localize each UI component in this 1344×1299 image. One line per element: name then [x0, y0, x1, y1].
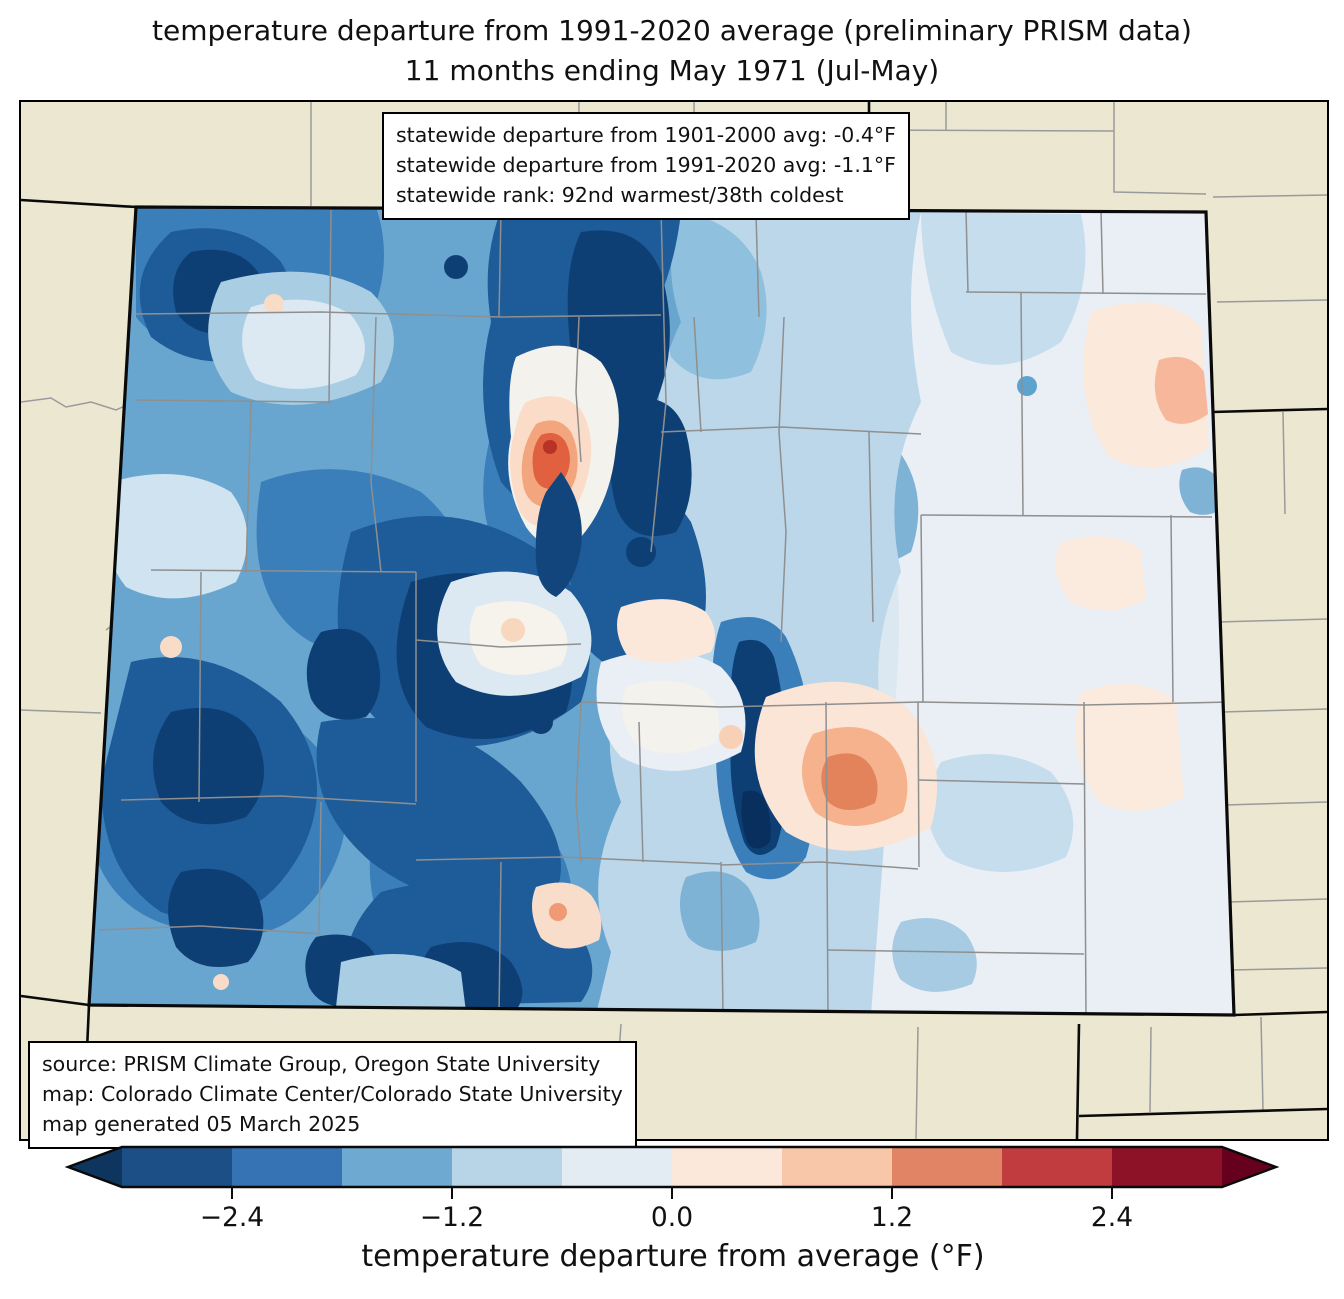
colorbar	[55, 1142, 1295, 1202]
temperature-contours	[89, 207, 1234, 1015]
stats-line-1: statewide departure from 1901-2000 avg: …	[396, 123, 896, 147]
colorbar-segment-0	[122, 1147, 233, 1187]
colorbar-tick-label-2: 0.0	[650, 1202, 694, 1233]
colorbar-segment-4	[562, 1147, 673, 1187]
colorbar-segment-5	[672, 1147, 783, 1187]
colorbar-left-arrow	[68, 1147, 122, 1187]
stats-line-2: statewide departure from 1991-2020 avg: …	[396, 153, 896, 177]
source-line-2: map: Colorado Climate Center/Colorado St…	[42, 1082, 623, 1106]
colorbar-tick-marks	[231, 1187, 1113, 1199]
source-line-3: map generated 05 March 2025	[42, 1112, 361, 1136]
colorbar-segment-6	[782, 1147, 893, 1187]
stats-line-3: statewide rank: 92nd warmest/38th coldes…	[396, 183, 844, 207]
stats-box: statewide departure from 1901-2000 avg: …	[382, 112, 910, 220]
colorbar-tick-label-3: 1.2	[870, 1202, 914, 1233]
source-line-1: source: PRISM Climate Group, Oregon Stat…	[42, 1052, 601, 1076]
colorbar-segment-3	[452, 1147, 563, 1187]
figure-title-line2: 11 months ending May 1971 (Jul-May)	[404, 54, 940, 87]
colorbar-segment-2	[342, 1147, 453, 1187]
colorbar-segment-9	[1112, 1147, 1223, 1187]
colorbar-right-arrow	[1222, 1147, 1276, 1187]
colorbar-axis-label: temperature departure from average (°F)	[361, 1239, 985, 1274]
colorbar-outline	[64, 1145, 1280, 1189]
colorado-county-lines	[98, 209, 1234, 1015]
colorado-map	[21, 102, 1327, 1139]
colorbar-segments	[122, 1147, 1223, 1187]
colorbar-segment-7	[892, 1147, 1003, 1187]
colorbar-tick-label-0: −2.4	[199, 1202, 265, 1233]
colorbar-tick-label-4: 2.4	[1090, 1202, 1134, 1233]
colorbar-segment-8	[1002, 1147, 1113, 1187]
colorbar-tick-label-1: −1.2	[419, 1202, 485, 1233]
figure-title-line1: temperature departure from 1991-2020 ave…	[152, 14, 1192, 47]
colorbar-svg	[64, 1145, 1280, 1199]
source-box: source: PRISM Climate Group, Oregon Stat…	[28, 1041, 637, 1149]
colorbar-segment-1	[232, 1147, 343, 1187]
map-plot-area	[19, 100, 1329, 1141]
